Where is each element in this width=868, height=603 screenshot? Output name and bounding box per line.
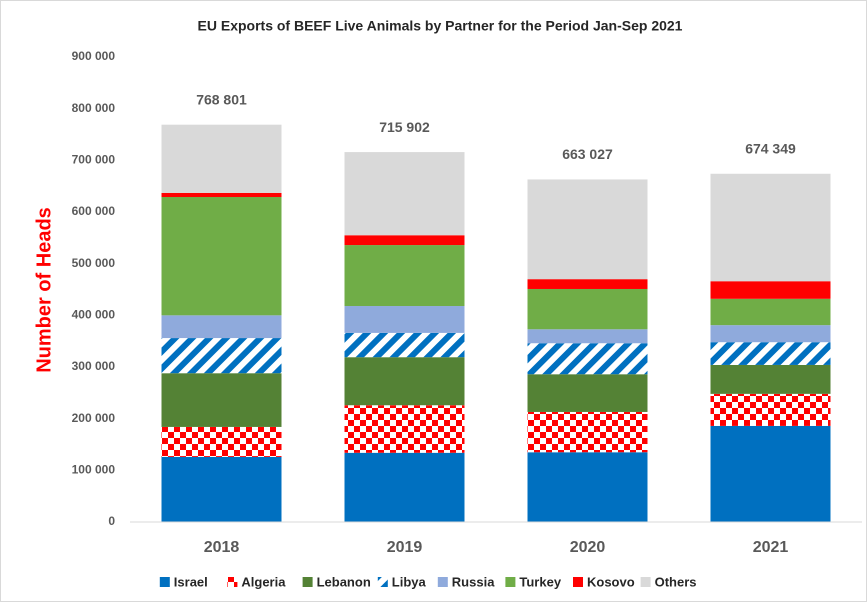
bar-segment [344, 245, 465, 307]
legend-label: Lebanon [317, 574, 371, 589]
legend-swatch [640, 577, 651, 587]
y-tick-label: 600 000 [72, 204, 116, 218]
total-label: 674 349 [745, 140, 796, 156]
y-tick-label: 900 000 [72, 49, 116, 63]
bar-segment [344, 452, 465, 522]
legend-swatch [505, 577, 516, 587]
bar-segment [161, 192, 282, 198]
bar-segment [161, 124, 282, 193]
legend-label: Turkey [519, 574, 561, 589]
x-tick-label: 2019 [387, 539, 423, 556]
y-tick-label: 200 000 [72, 411, 116, 425]
bar-segment [161, 426, 282, 457]
y-tick-label: 400 000 [72, 308, 116, 322]
bar-segment [161, 315, 282, 339]
bar-segment [161, 373, 282, 427]
bar-segment [344, 152, 465, 236]
bar-segment [527, 179, 648, 280]
legend-label: Others [655, 574, 697, 589]
bar-segment [527, 374, 648, 412]
y-tick-label: 100 000 [72, 463, 116, 477]
bar-segment [710, 342, 831, 365]
bar-segment [344, 332, 465, 358]
legend-swatch [227, 577, 238, 587]
y-tick-label: 700 000 [72, 153, 116, 167]
legend-swatch [437, 577, 448, 587]
y-axis-label: Number of Heads [33, 207, 55, 373]
bar-segment [710, 364, 831, 394]
y-tick-label: 0 [108, 514, 115, 528]
bar-segment [527, 329, 648, 344]
x-tick-label: 2020 [570, 539, 606, 556]
bar-segment [527, 288, 648, 330]
bar-segment [710, 325, 831, 343]
y-tick-label: 300 000 [72, 359, 116, 373]
bar-segment [527, 343, 648, 375]
total-label: 768 801 [196, 91, 247, 107]
y-tick-label: 800 000 [72, 101, 116, 115]
bar-segment [527, 411, 648, 453]
legend-swatch [573, 577, 583, 587]
x-tick-label: 2018 [204, 539, 240, 556]
bar-segment [710, 173, 831, 282]
legend-swatch [302, 577, 313, 587]
legend-label: Israel [174, 574, 208, 589]
x-tick-label: 2021 [753, 539, 789, 556]
legend-label: Libya [392, 574, 427, 589]
bar-segment [710, 281, 831, 299]
legend-label: Kosovo [587, 574, 635, 589]
bar-segment [344, 306, 465, 333]
bar-segment [527, 279, 648, 289]
bar-segment [710, 298, 831, 326]
bar-segment [161, 338, 282, 374]
total-label: 715 902 [379, 119, 430, 135]
y-tick-label: 500 000 [72, 256, 116, 270]
bar-segment [161, 456, 282, 522]
legend-label: Russia [452, 574, 495, 589]
bar-segment [710, 425, 831, 522]
legend-swatch [377, 577, 388, 587]
legend-swatch [159, 577, 170, 587]
chart-title: EU Exports of BEEF Live Animals by Partn… [198, 18, 683, 34]
bar-segment [344, 405, 465, 453]
bar-segment [344, 357, 465, 406]
bar-segment [161, 197, 282, 316]
bar-segment [527, 452, 648, 522]
total-label: 663 027 [562, 146, 613, 162]
bar-segment [344, 235, 465, 246]
bar-segment [710, 393, 831, 426]
legend-label: Algeria [241, 574, 286, 589]
